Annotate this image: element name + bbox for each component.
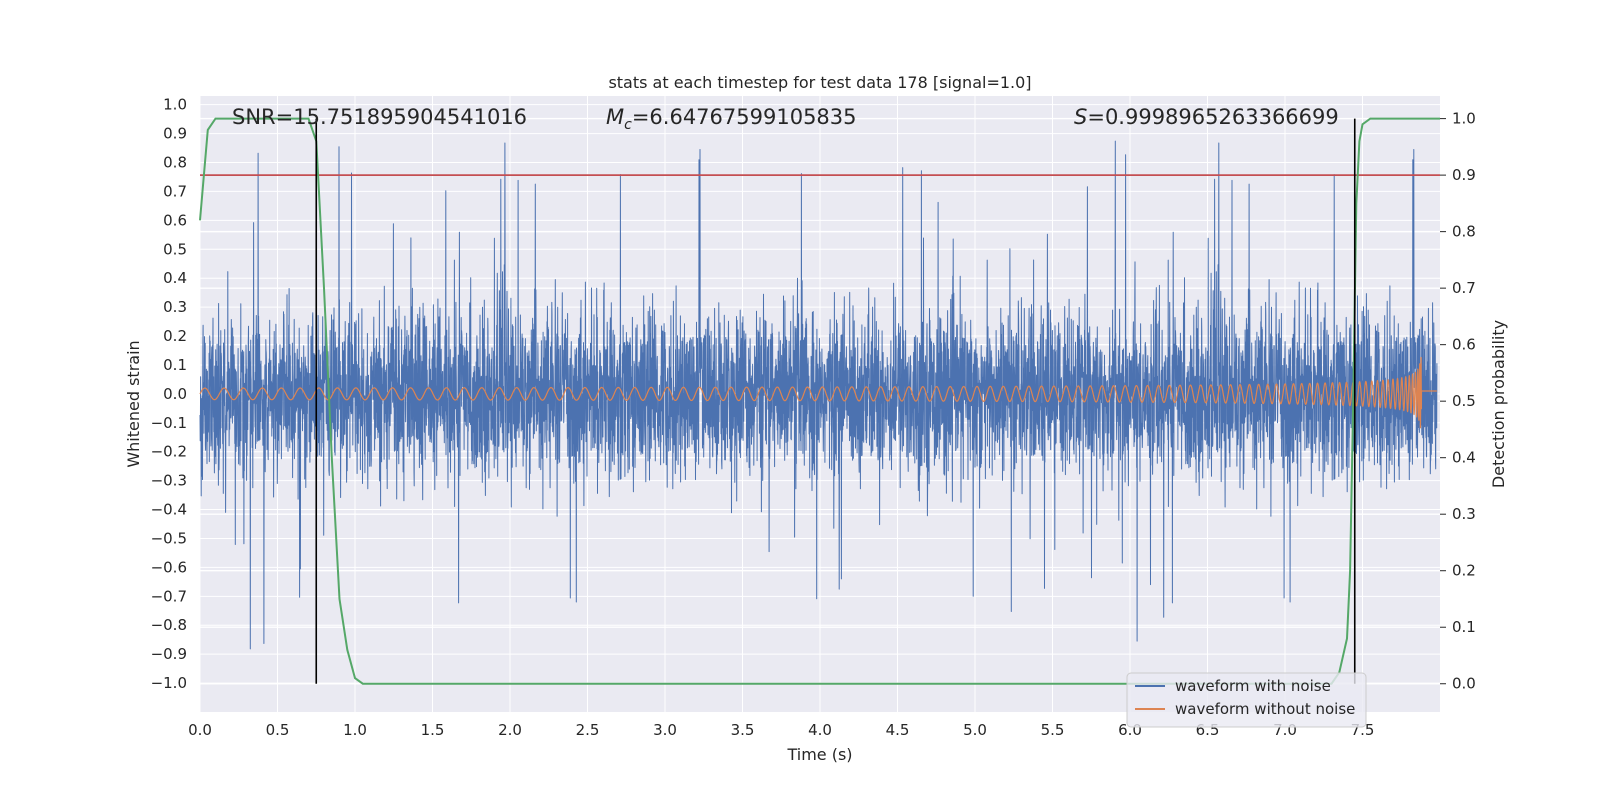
y-tick-label: −0.2 (151, 443, 187, 461)
y-tick-label: −0.4 (151, 501, 187, 519)
y-tick-label: 0.8 (163, 154, 187, 172)
y-tick-label: −0.7 (151, 587, 187, 605)
plot-area (199, 117, 1440, 685)
legend-box (1126, 672, 1367, 728)
y-tick-label: 0.4 (163, 269, 187, 287)
y-tick-label: −0.5 (151, 529, 187, 547)
y-tick-label: −0.6 (151, 558, 187, 576)
y2-tick-label: 0.1 (1452, 618, 1476, 636)
x-axis-label: Time (s) (786, 745, 852, 764)
y2-tick-label: 1.0 (1452, 110, 1476, 128)
chirp-mass-annotation: Mc=6.64767599105835 (606, 105, 857, 133)
x-tick-label: 4.0 (808, 721, 832, 739)
y-tick-label: −0.8 (151, 616, 187, 634)
x-tick-label: 2.0 (498, 721, 522, 739)
y-tick-label: −0.9 (151, 645, 187, 663)
y-tick-label: 0.9 (163, 125, 187, 143)
y2-tick-label: 0.5 (1452, 392, 1476, 410)
y-tick-label: 0.3 (163, 298, 187, 316)
x-axis-ticks: 0.0 0.5 1.0 1.5 2.0 2.5 3.0 3.5 4.0 4.5 5.0 5.5 6.0 6… (188, 721, 1374, 739)
y-tick-label: 0.0 (163, 385, 187, 403)
y-tick-label: 1.0 (163, 96, 187, 114)
y2-tick-label: 0.0 (1452, 675, 1476, 693)
x-tick-label: 1.5 (421, 721, 445, 739)
x-tick-label: 1.0 (343, 721, 367, 739)
y-tick-label: 0.7 (163, 182, 187, 200)
chart-title: stats at each timestep for test data 178… (608, 73, 1031, 92)
x-tick-label: 4.5 (886, 721, 910, 739)
snr-annotation: SNR=15.751895904541016 (232, 105, 527, 129)
y-axis-label-left: Whitened strain (124, 340, 143, 467)
y2-tick-label: 0.8 (1452, 223, 1476, 241)
legend: waveform with noise waveform without noi… (1126, 672, 1367, 728)
y-tick-label: 0.2 (163, 327, 187, 345)
y2-tick-label: 0.6 (1452, 336, 1476, 354)
y2-tick-label: 0.2 (1452, 562, 1476, 580)
x-tick-label: 0.0 (188, 721, 212, 739)
x-tick-label: 2.5 (576, 721, 600, 739)
y-axis-ticks-left: 1.0 0.9 0.8 0.7 0.6 0.5 0.4 0.3 0.2 0.1 0.0 −0.1 −0.… (151, 96, 187, 692)
y2-tick-label: 0.7 (1452, 279, 1476, 297)
y-axis-label-right: Detection probability (1489, 320, 1508, 488)
y-tick-label: 0.5 (163, 240, 187, 258)
score-annotation: S=0.9998965263366699 (1074, 105, 1339, 129)
y2-tick-label: 0.4 (1452, 449, 1476, 467)
y-tick-label: −0.3 (151, 472, 187, 490)
x-tick-label: 3.0 (653, 721, 677, 739)
x-tick-label: 5.5 (1041, 721, 1065, 739)
legend-label-clean: waveform without noise (1175, 700, 1355, 718)
legend-label-noise: waveform with noise (1175, 677, 1331, 695)
y-tick-label: −0.1 (151, 414, 187, 432)
x-tick-label: 5.0 (963, 721, 987, 739)
y2-tick-label: 0.9 (1452, 166, 1476, 184)
y-tick-label: −1.0 (151, 674, 187, 692)
y-axis-ticks-right: 1.0 0.9 0.8 0.7 0.6 0.5 0.4 0.3 0.2 0.1 0.0 (1440, 110, 1476, 693)
y-tick-label: 0.1 (163, 356, 187, 374)
grid-horizontal-left (200, 104, 1440, 684)
series-waveform-with-noise (199, 140, 1438, 650)
x-tick-label: 3.5 (731, 721, 755, 739)
y2-tick-label: 0.3 (1452, 505, 1476, 523)
y-tick-label: 0.6 (163, 211, 187, 229)
x-tick-label: 0.5 (266, 721, 290, 739)
series-waveform-without-noise (199, 356, 1438, 429)
